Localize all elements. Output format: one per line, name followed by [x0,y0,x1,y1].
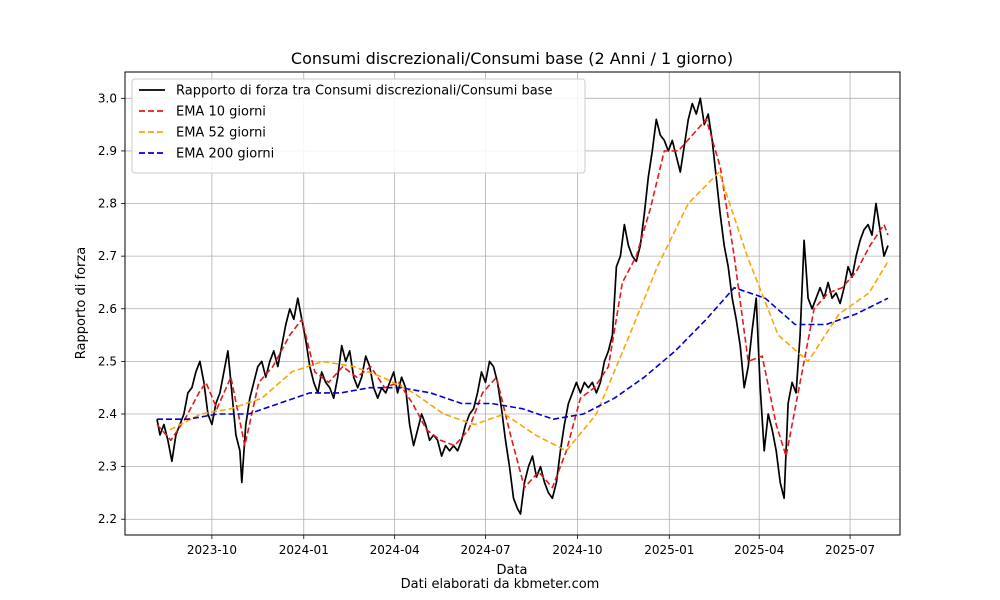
x-axis-label: Data [496,563,527,578]
series-layer [156,97,889,515]
legend-label: EMA 52 giorni [176,126,266,141]
series-line-3 [169,171,889,452]
series-line-2 [156,118,889,489]
y-axis-label: Rapporto di forza [74,247,89,359]
x-tick-label: 2025-07 [825,543,875,557]
chart-title: Consumi discrezionali/Consumi base (2 An… [291,49,733,68]
x-tick-label: 2025-01 [644,543,694,557]
y-tick-label: 2.7 [98,249,117,263]
y-tick-label: 2.2 [98,512,117,526]
x-tick-label: 2024-07 [460,543,510,557]
x-tick-label: 2024-10 [552,543,602,557]
plot-frame [124,71,901,536]
legend-label: EMA 200 giorni [176,147,274,162]
x-tick-label: 2024-04 [370,543,420,557]
legend: Rapporto di forza tra Consumi discrezion… [131,78,586,174]
x-tick-label: 2024-01 [279,543,329,557]
y-tick-label: 2.4 [98,407,117,421]
legend-label: EMA 10 giorni [176,105,266,120]
x-tick-label: 2025-04 [734,543,784,557]
y-tick-label: 3.0 [98,91,117,105]
y-tick-label: 2.3 [98,460,117,474]
y-axis: 2.2 2.3 2.4 2.5 2.6 2.7 2.8 2.9 3.0 [98,91,125,526]
legend-label: Rapporto di forza tra Consumi discrezion… [176,84,552,99]
y-tick-label: 2.9 [98,144,117,158]
y-tick-label: 2.5 [98,354,117,368]
y-tick-label: 2.6 [98,302,117,316]
series-line-4 [157,286,889,420]
footer-credit: Dati elaborati da kbmeter.com [401,577,600,592]
legend-box [131,78,586,174]
x-tick-label: 2023-10 [187,543,237,557]
y-tick-label: 2.8 [98,197,117,211]
series-line-1 [156,97,889,515]
x-axis: 2023-10 2024-01 2024-04 2024-07 2024-10 2025-… [187,535,875,557]
